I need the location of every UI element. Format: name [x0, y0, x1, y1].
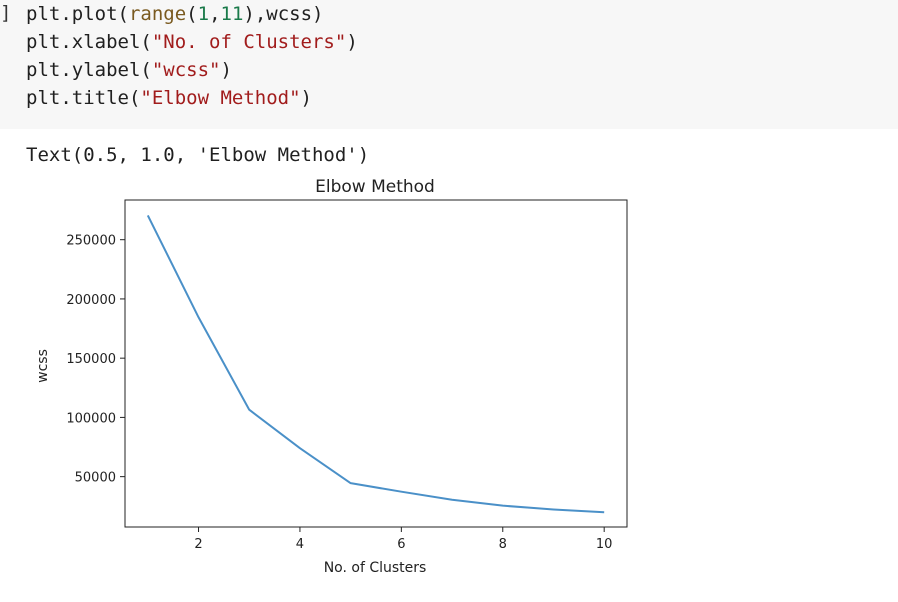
- code-line: plt.xlabel("No. of Clusters"): [26, 28, 358, 56]
- code-line: plt.title("Elbow Method"): [26, 84, 312, 112]
- code-token: ): [346, 31, 357, 53]
- cell-output-text: Text(0.5, 1.0, 'Elbow Method'): [26, 142, 369, 168]
- code-token: ): [301, 87, 312, 109]
- code-token: plt.plot(: [26, 3, 129, 25]
- code-token: ): [220, 59, 231, 81]
- code-token: ,: [209, 3, 220, 25]
- cell-prompt: ]: [0, 2, 11, 24]
- code-token: plt.title(: [26, 87, 140, 109]
- x-tick-label: 4: [296, 537, 304, 552]
- plot-frame: [125, 200, 627, 527]
- y-tick-label: 250000: [66, 234, 116, 249]
- x-tick-label: 2: [194, 537, 202, 552]
- y-tick-label: 50000: [75, 471, 116, 486]
- y-tick-label: 150000: [66, 352, 116, 367]
- chart-output: Elbow Method No. of Clusters wcss 2 4 6 8 10…: [0, 170, 898, 598]
- x-tick-label: 6: [397, 537, 405, 552]
- code-token: 1: [198, 3, 209, 25]
- x-axis-label: No. of Clusters: [324, 560, 427, 576]
- code-token: plt.ylabel(: [26, 59, 152, 81]
- code-cell[interactable]: ] plt.plot(range(1,11),wcss)plt.xlabel("…: [0, 0, 898, 129]
- y-tick-label: 100000: [66, 411, 116, 426]
- code-token: "Elbow Method": [140, 87, 300, 109]
- series-line: [148, 215, 604, 512]
- elbow-chart: Elbow Method No. of Clusters wcss 2 4 6 8 10…: [0, 170, 898, 598]
- code-token: (: [186, 3, 197, 25]
- code-token: plt.xlabel(: [26, 31, 152, 53]
- code-token: "No. of Clusters": [152, 31, 346, 53]
- chart-title: Elbow Method: [315, 177, 435, 197]
- code-line: plt.ylabel("wcss"): [26, 56, 232, 84]
- code-token: range: [129, 3, 186, 25]
- x-tick-label: 8: [499, 537, 507, 552]
- x-tick-label: 10: [596, 537, 613, 552]
- y-axis-label: wcss: [35, 349, 51, 383]
- code-token: 11: [221, 3, 244, 25]
- code-token: "wcss": [152, 59, 221, 81]
- code-line: plt.plot(range(1,11),wcss): [26, 0, 323, 28]
- y-tick-label: 200000: [66, 293, 116, 308]
- code-token: ),wcss): [243, 3, 323, 25]
